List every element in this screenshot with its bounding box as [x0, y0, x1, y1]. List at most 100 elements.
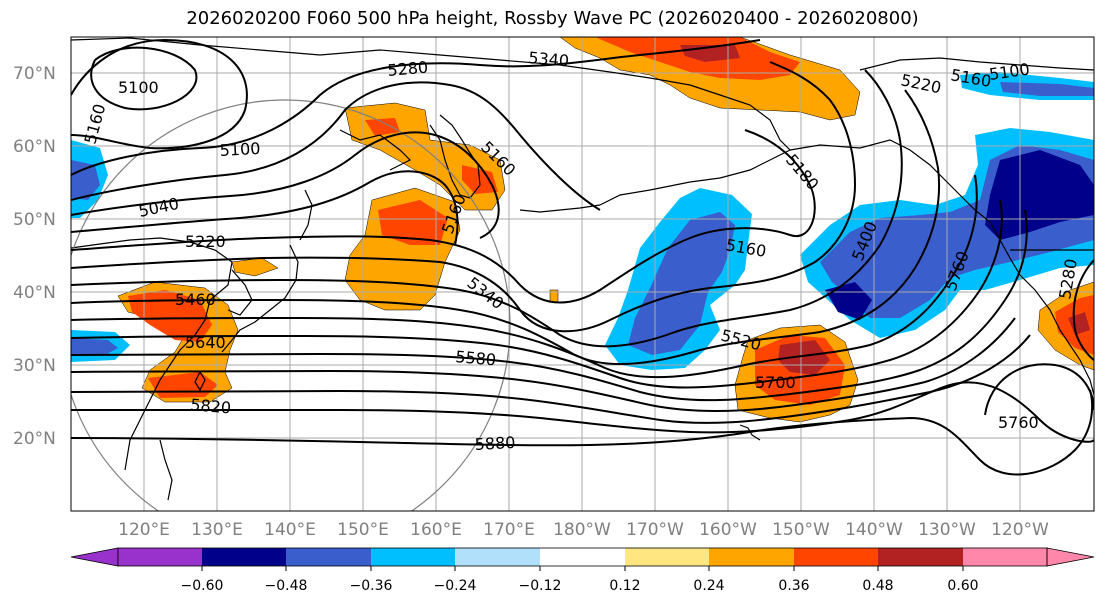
colorbar-tick-label: 0.36 [778, 578, 809, 594]
colorbar-tick-label: 0.48 [862, 578, 893, 594]
lon-label: 150°E [337, 520, 389, 540]
colorbar-segment [202, 548, 286, 566]
longitude-labels: 120°E 130°E 140°E 150°E 160°E 170°E 180°… [118, 520, 1049, 540]
colorbar-tick-label: −0.48 [265, 578, 308, 594]
lon-label: 130°W [918, 520, 976, 540]
contour-label: 5460 [175, 290, 216, 309]
height-contours [71, 38, 1094, 476]
colorbar: −0.60 −0.48 −0.36 −0.24 −0.12 0.12 0.24 … [70, 547, 1095, 594]
colorbar-segment [963, 548, 1047, 566]
contour-label: 5700 [755, 373, 796, 392]
lon-label: 140°E [264, 520, 316, 540]
anomaly-canada-negative [985, 150, 1094, 240]
contour-label: 5760 [998, 413, 1039, 432]
anomaly-alaska-core [1000, 82, 1094, 96]
contour-line [71, 89, 941, 365]
colorbar-segment [709, 548, 794, 566]
contour-label: 5280 [387, 58, 429, 80]
colorbar-segment [625, 548, 709, 566]
anomaly-china-negative-core [71, 338, 118, 355]
contour-line [71, 334, 1031, 424]
contour-label: 5340 [528, 48, 570, 70]
colorbar-tick-label: 0.60 [947, 578, 978, 594]
contour-label: 5820 [190, 395, 232, 417]
contour-line [71, 61, 857, 333]
lon-label: 160°W [699, 520, 757, 540]
contour-label: 5880 [474, 433, 516, 454]
colorbar-segment [371, 548, 455, 566]
coastline-north-america-west [989, 221, 1094, 396]
coastlines [71, 37, 1094, 501]
lat-label: 60°N [13, 137, 56, 157]
colorbar-segment [878, 548, 963, 566]
contour-line [71, 170, 459, 246]
contour-line [71, 131, 500, 239]
contour-line [1072, 259, 1094, 361]
contour-line [71, 389, 1094, 476]
anomaly-japan-sea-core [378, 200, 448, 245]
coastline-canada-north [859, 57, 1094, 71]
lon-label: 130°E [191, 520, 243, 540]
colorbar-segment [118, 548, 202, 566]
coastline-sakhalin [299, 189, 313, 241]
coastline-okhotsk-west [339, 129, 412, 171]
colorbar-segment [540, 548, 625, 566]
contour-line [90, 46, 198, 111]
contour-line [71, 199, 1003, 389]
contour-line [71, 381, 1094, 443]
lon-label: 120°E [118, 520, 170, 540]
lon-label: 140°W [845, 520, 903, 540]
colorbar-tick-label: −0.24 [434, 578, 477, 594]
anomaly-asia-negative-core [71, 160, 100, 200]
reference-circle [71, 99, 511, 511]
colorbar-tick-label: −0.60 [181, 578, 224, 594]
coastline-philippines [159, 439, 173, 501]
contour-line [71, 317, 1016, 413]
lat-label: 70°N [13, 64, 56, 84]
lon-label: 180°W [553, 520, 611, 540]
lon-label: 170°E [483, 520, 535, 540]
lon-label: 170°W [626, 520, 684, 540]
map-title: 2026020200 F060 500 hPa height, Rossby W… [186, 8, 919, 29]
contour-line [71, 209, 1028, 402]
coastline-kamchatka [429, 114, 481, 199]
colorbar-tick-label: −0.36 [350, 578, 393, 594]
coastline-aleutians [519, 204, 601, 213]
contour-line [984, 363, 1094, 416]
contour-line [71, 39, 761, 176]
lat-label: 20°N [13, 429, 56, 449]
lat-label: 30°N [13, 356, 56, 376]
colorbar-extend-low [70, 547, 119, 567]
colorbar-segment [794, 548, 878, 566]
map-panel: 5100 5160 5280 5340 5220 5160 5100 5100 … [71, 37, 1094, 511]
anomaly-okhotsk-core [365, 118, 400, 136]
lat-label: 50°N [13, 210, 56, 230]
contour-label: 5100 [219, 139, 261, 160]
latitude-labels: 20°N 30°N 40°N 50°N 60°N 70°N [13, 64, 56, 449]
coastline-japan [221, 244, 299, 353]
colorbar-tick-label: −0.12 [519, 578, 562, 594]
coastline-siberia-north [71, 37, 691, 86]
contour-label: 5220 [185, 232, 226, 251]
colorbar-ticks [201, 566, 964, 571]
contour-label: 5580 [455, 347, 497, 369]
colorbar-segment [286, 548, 371, 566]
anomaly-subtropical-dark [778, 340, 830, 375]
colorbar-tick-label: 0.24 [693, 578, 724, 594]
contour-label: 5100 [118, 78, 159, 97]
coastline-china-coast [71, 237, 233, 471]
colorbar-tick-label: 0.12 [609, 578, 640, 594]
colorbar-extend-high [1046, 547, 1095, 567]
map-border [70, 36, 1095, 512]
colorbar-outline [117, 547, 1048, 567]
lat-label: 40°N [13, 283, 56, 303]
coastline-taiwan [194, 370, 206, 392]
contour-line [71, 81, 601, 211]
contour-line [71, 69, 903, 348]
coastline-alaska [599, 84, 792, 206]
lon-label: 120°W [991, 520, 1049, 540]
colorbar-segment [455, 548, 540, 566]
lon-label: 160°E [410, 520, 462, 540]
lon-label: 150°W [772, 520, 830, 540]
